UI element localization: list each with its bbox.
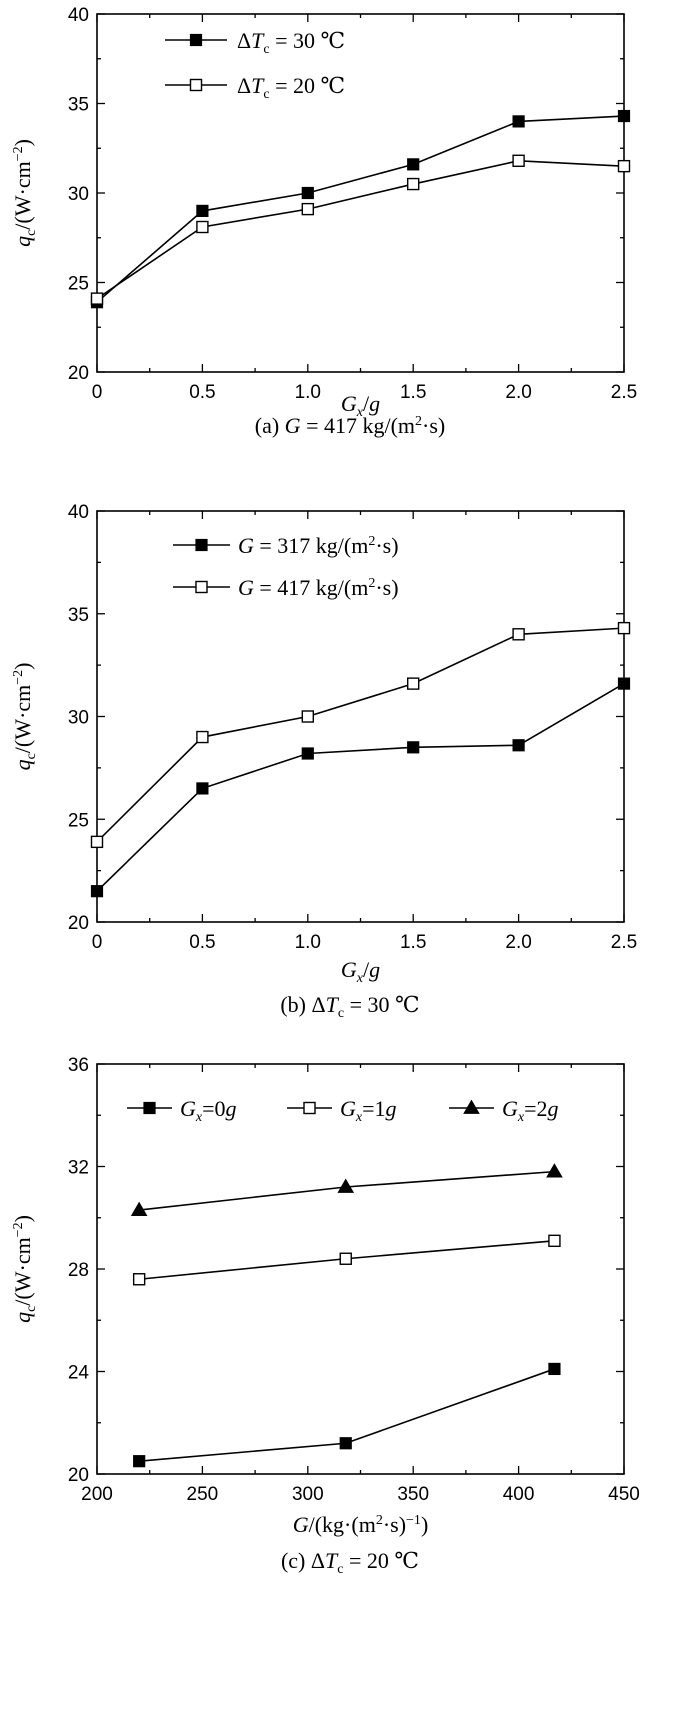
x-tick-label: 0.5	[189, 382, 215, 403]
x-tick-label: 1.5	[400, 382, 426, 403]
series-line	[96, 627, 625, 843]
panel-caption: (b) ΔTc = 30 ℃	[280, 992, 419, 1021]
y-tick-label: 25	[68, 274, 89, 295]
data-point	[301, 747, 314, 760]
data-point	[339, 1252, 352, 1265]
data-point	[90, 292, 104, 305]
data-point	[196, 782, 209, 795]
data-point	[617, 109, 631, 123]
y-tick-label: 40	[68, 5, 89, 26]
y-tick-label: 28	[68, 1260, 89, 1281]
data-point	[301, 202, 314, 216]
panel-caption: (a) G = 417 kg/(m2·s)	[255, 413, 446, 438]
data-point	[512, 628, 525, 641]
legend-marker	[189, 78, 203, 92]
chart-panel-a: 0 0.5 1.0 1.5 2.0 2.5 20 25 30 35 40 Gx/g qc/(W·cm−2…	[10, 5, 637, 438]
x-tick-label: 2.0	[505, 932, 531, 953]
plot-frame	[96, 13, 625, 373]
legend-label: Gx=2g	[502, 1096, 559, 1125]
x-tick-label: 2.0	[505, 382, 531, 403]
data-point	[130, 1201, 148, 1216]
x-tick-label: 1.0	[295, 932, 321, 953]
data-point	[512, 115, 525, 128]
y-tick-label: 36	[68, 1055, 89, 1076]
data-point	[196, 204, 209, 217]
data-point	[407, 677, 420, 690]
data-point	[90, 885, 104, 898]
x-tick-label: 2.5	[611, 932, 637, 953]
data-point	[301, 186, 314, 200]
y-tick-label: 20	[68, 913, 89, 934]
y-tick-label: 30	[68, 184, 89, 205]
y-tick-label: 35	[68, 605, 89, 626]
legend-marker	[195, 538, 208, 552]
x-axis-label: Gx/g	[341, 957, 380, 986]
data-point	[546, 1163, 563, 1178]
data-point	[617, 621, 631, 635]
x-tick-label: 1.5	[400, 932, 426, 953]
x-tick-label: 350	[397, 1484, 429, 1505]
legend-marker	[303, 1101, 316, 1115]
data-point	[548, 1362, 561, 1376]
panel-caption: (c) ΔTc = 20 ℃	[281, 1548, 419, 1577]
x-tick-label: 250	[187, 1484, 219, 1505]
data-point	[617, 677, 631, 690]
legend-marker	[143, 1101, 156, 1115]
data-point	[133, 1455, 146, 1468]
legend-label: ΔTc = 20 ℃	[237, 73, 345, 102]
y-axis-label: qc/(W·cm−2)	[10, 1215, 39, 1323]
x-tick-label: 1.0	[295, 382, 321, 403]
legend-label: Gx=0g	[180, 1096, 237, 1125]
data-point	[512, 739, 525, 752]
x-tick-label: 2.5	[611, 382, 637, 403]
y-axis-label: qc/(W·cm−2)	[10, 663, 39, 771]
data-point	[512, 154, 525, 167]
data-point	[132, 1273, 146, 1286]
data-point	[196, 730, 209, 744]
y-tick-label: 24	[68, 1363, 90, 1384]
series-line	[96, 159, 625, 300]
x-tick-label: 0.5	[189, 932, 215, 953]
chart-panel-b: 0 0.5 1.0 1.5 2.0 2.5 20 25 30 35 40 Gx/g qc/(W·cm−2…	[10, 502, 637, 1021]
data-point	[337, 1178, 355, 1193]
plot-frame	[96, 1063, 625, 1475]
series-line	[96, 115, 625, 303]
legend-label: Gx=1g	[340, 1096, 397, 1125]
legend-marker	[189, 33, 203, 47]
x-tick-label: 450	[608, 1484, 640, 1505]
series-line	[96, 682, 625, 892]
x-tick-label: 400	[503, 1484, 535, 1505]
data-point	[407, 158, 420, 171]
data-point	[548, 1234, 561, 1248]
data-point	[90, 835, 104, 849]
y-tick-label: 30	[68, 708, 89, 729]
legend-label: ΔTc = 30 ℃	[237, 28, 345, 57]
y-tick-label: 35	[68, 95, 89, 116]
legend-marker	[463, 1099, 480, 1114]
x-tick-label: 200	[81, 1484, 113, 1505]
plot-frame	[96, 510, 625, 923]
y-tick-label: 20	[68, 1465, 89, 1486]
data-point	[301, 710, 314, 723]
x-tick-label: 0	[92, 932, 103, 953]
chart-panel-c: 200 250 300 350 400 450 20 24 28 32 36 G/(kg·(m2·s)…	[10, 1055, 640, 1577]
legend-marker	[195, 580, 208, 594]
data-point	[617, 159, 631, 173]
data-point	[407, 177, 420, 191]
y-tick-label: 32	[68, 1158, 89, 1179]
x-axis-label: Gx/g	[341, 391, 380, 420]
data-point	[196, 220, 209, 234]
x-tick-label: 0	[92, 382, 103, 403]
y-tick-label: 20	[68, 363, 89, 384]
x-tick-label: 300	[292, 1484, 324, 1505]
data-point	[407, 741, 420, 754]
legend-label: G = 417 kg/(m2·s)	[238, 575, 399, 600]
y-tick-label: 40	[68, 502, 89, 523]
y-axis-label: qc/(W·cm−2)	[10, 139, 39, 247]
x-axis-label: G/(kg·(m2·s)−1)	[293, 1512, 429, 1537]
data-point	[339, 1437, 352, 1450]
legend-label: G = 317 kg/(m2·s)	[238, 533, 399, 558]
y-tick-label: 25	[68, 810, 89, 831]
